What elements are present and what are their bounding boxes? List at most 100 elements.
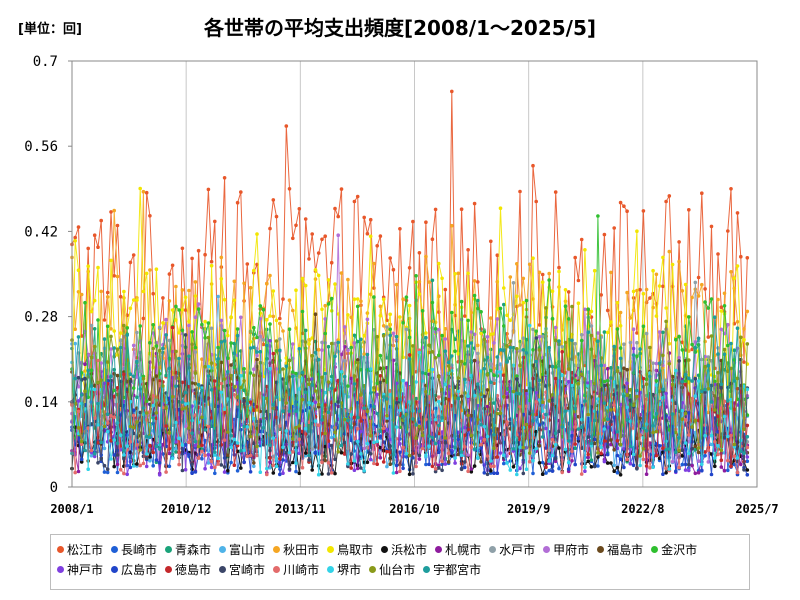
- data-point: [407, 266, 412, 270]
- data-point: [550, 437, 555, 442]
- data-point: [258, 304, 263, 308]
- data-point: [287, 327, 292, 332]
- data-point: [326, 472, 331, 476]
- data-point: [547, 459, 551, 463]
- data-point: [453, 445, 457, 450]
- data-point: [667, 416, 672, 420]
- data-point: [79, 457, 84, 462]
- data-point: [352, 415, 357, 420]
- data-point: [349, 345, 354, 350]
- data-point: [482, 394, 487, 399]
- data-point: [388, 437, 393, 442]
- data-point: [482, 337, 487, 342]
- data-point: [700, 468, 704, 473]
- data-point: [729, 187, 733, 191]
- data-point: [235, 443, 240, 448]
- legend-label: 鳥取市: [337, 542, 374, 557]
- data-point: [203, 453, 207, 458]
- data-point: [466, 469, 470, 474]
- data-point: [511, 363, 516, 368]
- data-point: [635, 467, 639, 471]
- data-point: [492, 464, 496, 469]
- data-point: [635, 331, 639, 335]
- data-point: [131, 464, 136, 468]
- data-point: [336, 233, 341, 237]
- data-point: [368, 367, 373, 371]
- data-point: [196, 302, 201, 306]
- data-point: [651, 268, 655, 273]
- data-point: [92, 452, 97, 456]
- data-point: [125, 472, 129, 477]
- data-point: [242, 398, 246, 403]
- data-point: [232, 365, 237, 370]
- data-point: [605, 330, 610, 335]
- data-point: [485, 335, 490, 339]
- data-point: [563, 447, 568, 452]
- data-point: [359, 396, 363, 400]
- data-point: [680, 340, 685, 345]
- data-point: [131, 408, 136, 413]
- data-point: [203, 466, 207, 471]
- data-point: [579, 472, 584, 476]
- data-point: [339, 450, 344, 455]
- data-point: [599, 451, 603, 456]
- data-point: [553, 376, 558, 381]
- unit-label: [単位：回]: [18, 22, 82, 37]
- data-point: [174, 284, 178, 289]
- data-point: [502, 395, 506, 399]
- data-point: [531, 348, 535, 352]
- data-point: [128, 379, 133, 384]
- legend-marker-icon: [273, 545, 281, 553]
- data-point: [92, 298, 97, 303]
- data-point: [628, 316, 633, 320]
- y-tick-label: 0.28: [24, 310, 58, 326]
- data-point: [466, 248, 470, 252]
- data-point: [401, 414, 405, 419]
- data-point: [589, 309, 594, 314]
- data-point: [271, 314, 276, 319]
- data-point: [352, 199, 357, 204]
- data-point: [677, 436, 681, 440]
- data-point: [86, 426, 90, 430]
- data-point: [213, 465, 217, 470]
- data-point: [482, 330, 487, 334]
- data-point: [735, 446, 740, 451]
- data-point: [437, 327, 441, 332]
- legend-item: 秋田市: [273, 541, 319, 557]
- legend-item: 札幌市: [435, 541, 481, 557]
- data-point: [576, 427, 581, 431]
- data-point: [417, 424, 422, 429]
- data-point: [372, 461, 376, 466]
- data-point: [362, 333, 367, 338]
- data-point: [693, 345, 698, 350]
- data-point: [333, 354, 337, 359]
- data-point: [440, 333, 444, 338]
- data-point: [739, 254, 743, 259]
- data-point: [722, 435, 727, 440]
- data-point: [102, 470, 107, 474]
- data-point: [583, 248, 587, 252]
- data-point: [424, 220, 428, 224]
- data-point: [505, 395, 509, 399]
- data-point: [102, 318, 107, 322]
- data-point: [307, 382, 311, 387]
- data-point: [489, 347, 493, 352]
- data-point: [265, 317, 269, 322]
- legend-label: 福島市: [607, 542, 644, 557]
- data-point: [463, 377, 467, 382]
- data-point: [183, 467, 188, 472]
- data-point: [303, 328, 308, 333]
- data-point: [586, 330, 590, 335]
- data-point: [495, 307, 500, 311]
- data-point: [99, 378, 103, 383]
- data-point: [430, 410, 435, 414]
- data-point: [540, 409, 545, 413]
- data-point: [407, 335, 412, 340]
- data-point: [508, 339, 513, 344]
- data-point: [284, 356, 289, 360]
- data-point: [667, 362, 672, 366]
- data-point: [683, 418, 688, 422]
- data-point: [719, 448, 724, 453]
- legend-item: 水戸市: [489, 541, 535, 557]
- data-point: [222, 297, 227, 302]
